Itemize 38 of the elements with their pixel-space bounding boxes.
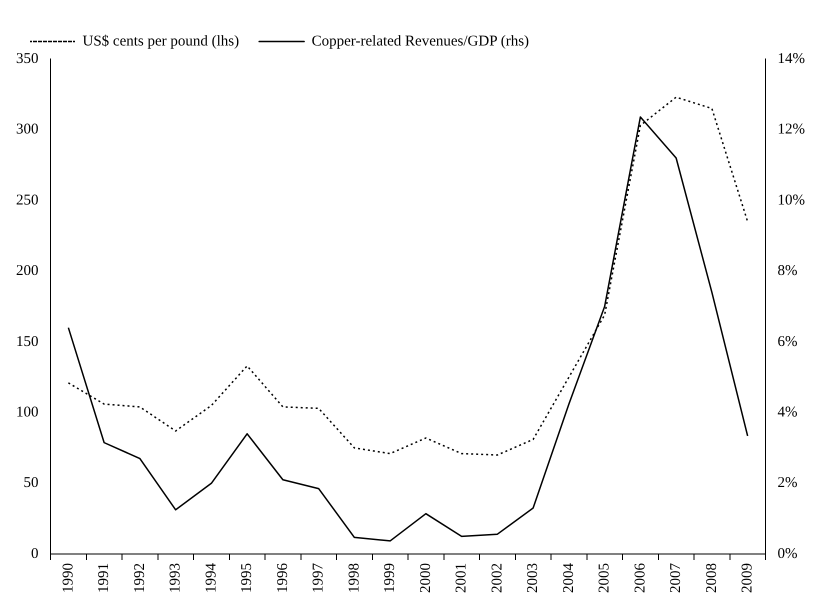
y-tick-label: 300 (16, 122, 38, 138)
y-tick-label: 350 (16, 50, 38, 67)
x-tick-label: 2008 (704, 563, 720, 593)
x-tick-label: 2004 (560, 562, 577, 593)
x-tick-label: 1990 (60, 563, 76, 593)
x-tick-label: 2006 (632, 562, 648, 593)
y2-tick-label: 10% (778, 192, 806, 208)
y2-tick-label: 14% (778, 50, 806, 67)
legend-label: Copper-related Revenues/GDP (rhs) (312, 33, 530, 50)
x-tick-label: 2001 (454, 563, 470, 593)
y2-tick-label: 2% (778, 475, 798, 492)
x-tick-label: 2005 (596, 563, 613, 593)
x-tick-label: 1994 (203, 562, 220, 593)
y2-tick-label: 0% (778, 546, 798, 562)
x-tick-label: 1993 (168, 563, 184, 593)
y2-tick-label: 6% (778, 334, 798, 350)
x-tick-label: 1999 (382, 563, 398, 593)
y-tick-label: 200 (16, 263, 38, 280)
x-tick-label: 1996 (274, 562, 291, 593)
x-tick-label: 1997 (310, 562, 327, 593)
y-tick-label: 150 (16, 334, 38, 350)
y-tick-label: 0 (31, 546, 38, 562)
x-tick-label: 2000 (418, 563, 434, 593)
x-tick-label: 1991 (96, 563, 112, 593)
y-tick-label: 100 (16, 404, 38, 421)
y2-tick-label: 4% (778, 404, 798, 421)
y-tick-label: 50 (24, 475, 38, 492)
legend-label: US$ cents per pound (lhs) (82, 33, 240, 50)
y2-tick-label: 8% (778, 263, 798, 280)
x-tick-label: 2002 (489, 563, 506, 593)
x-tick-label: 1998 (346, 563, 362, 593)
x-tick-label: 1992 (132, 563, 148, 593)
x-tick-label: 1995 (239, 563, 256, 593)
x-tick-label: 2007 (668, 562, 684, 593)
y2-tick-label: 12% (778, 122, 806, 138)
x-tick-label: 2009 (740, 563, 756, 593)
y-tick-label: 250 (16, 192, 38, 208)
x-tick-label: 2003 (525, 563, 542, 593)
